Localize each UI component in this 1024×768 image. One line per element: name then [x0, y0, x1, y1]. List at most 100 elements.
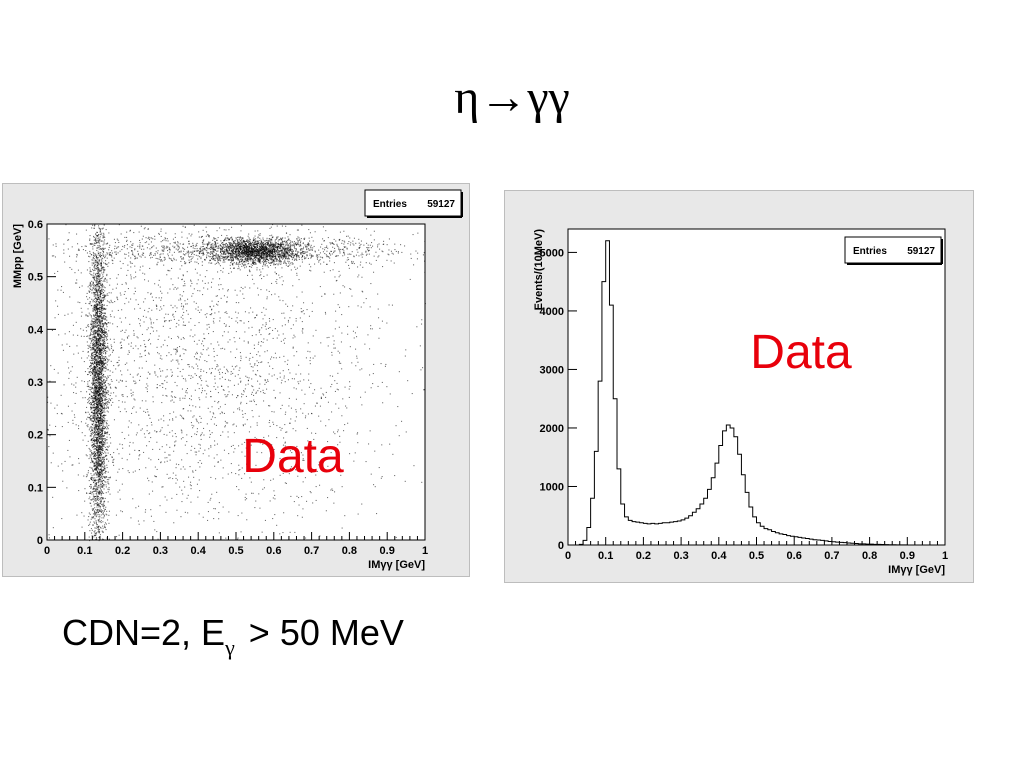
scatter-point	[90, 486, 92, 488]
scatter-point	[97, 280, 99, 282]
scatter-point	[264, 260, 266, 262]
scatter-point	[273, 264, 275, 266]
scatter-point	[217, 301, 219, 303]
scatter-point	[270, 240, 272, 242]
scatter-point	[351, 262, 353, 264]
scatter-point	[105, 396, 107, 398]
scatter-point	[94, 318, 96, 320]
scatter-point	[303, 302, 305, 304]
scatter-point	[172, 314, 174, 316]
scatter-point	[121, 249, 123, 251]
scatter-point	[66, 487, 68, 489]
scatter-point	[298, 258, 300, 260]
scatter-point	[280, 248, 282, 250]
scatter-point	[116, 296, 118, 298]
scatter-point	[112, 323, 114, 325]
scatter-point	[269, 365, 271, 367]
scatter-point	[266, 296, 268, 298]
scatter-point	[385, 363, 387, 365]
scatter-point	[99, 470, 101, 472]
scatter-point	[366, 253, 368, 255]
scatter-point	[212, 251, 214, 253]
scatter-point	[323, 240, 325, 242]
scatter-point	[230, 271, 232, 273]
scatter-point	[182, 397, 184, 399]
scatter-point	[291, 263, 293, 265]
scatter-point	[338, 270, 340, 272]
scatter-point	[303, 313, 305, 315]
scatter-point	[139, 239, 141, 241]
scatter-point	[98, 259, 100, 261]
scatter-point	[100, 362, 102, 364]
scatter-point	[160, 355, 162, 357]
scatter-point	[224, 246, 226, 248]
scatter-point	[268, 422, 270, 424]
scatter-point	[98, 239, 100, 241]
scatter-point	[227, 371, 229, 373]
scatter-point	[99, 364, 101, 366]
scatter-point	[101, 317, 103, 319]
scatter-point	[270, 258, 272, 260]
scatter-point	[234, 341, 236, 343]
scatter-point	[238, 464, 240, 466]
scatter-point	[175, 467, 177, 469]
scatter-point	[99, 273, 101, 275]
scatter-point	[348, 259, 350, 261]
scatter-point	[153, 254, 155, 256]
scatter-point	[326, 255, 328, 257]
scatter-point	[110, 292, 112, 294]
scatter-point	[292, 305, 294, 307]
scatter-point	[290, 495, 292, 497]
scatter-point	[159, 286, 161, 288]
scatter-point	[96, 277, 98, 279]
scatter-point	[77, 334, 79, 336]
scatter-point	[222, 247, 224, 249]
scatter-point	[94, 340, 96, 342]
scatter-point	[242, 413, 244, 415]
scatter-point	[109, 375, 111, 377]
scatter-point	[97, 268, 99, 270]
scatter-point	[263, 470, 265, 472]
scatter-point	[106, 275, 108, 277]
scatter-point	[92, 291, 94, 293]
scatter-point	[236, 243, 238, 245]
scatter-point	[349, 253, 351, 255]
scatter-point	[185, 349, 187, 351]
scatter-point	[192, 405, 194, 407]
scatter-point	[283, 247, 285, 249]
scatter-point	[93, 493, 95, 495]
scatter-point	[212, 249, 214, 251]
scatter-point	[109, 399, 111, 401]
scatter-point	[324, 311, 326, 313]
scatter-point	[89, 530, 91, 532]
scatter-point	[102, 244, 104, 246]
scatter-point	[154, 371, 156, 373]
scatter-point	[324, 247, 326, 249]
scatter-point	[200, 252, 202, 254]
scatter-point	[91, 529, 93, 531]
scatter-point	[95, 324, 97, 326]
scatter-point	[368, 249, 370, 251]
scatter-point	[92, 331, 94, 333]
scatter-point	[287, 256, 289, 258]
scatter-point	[298, 457, 300, 459]
scatter-point	[229, 267, 231, 269]
scatter-point	[309, 363, 311, 365]
scatter-point	[159, 385, 161, 387]
scatter-point	[205, 396, 207, 398]
scatter-point	[88, 480, 90, 482]
scatter-point	[96, 465, 98, 467]
scatter-point	[252, 261, 254, 263]
scatter-point	[96, 351, 98, 353]
scatter-point	[390, 250, 392, 252]
scatter-point	[251, 385, 253, 387]
scatter-point	[263, 264, 265, 266]
scatter-point	[108, 434, 110, 436]
scatter-point	[280, 245, 282, 247]
scatter-point	[285, 256, 287, 258]
scatter-point	[303, 238, 305, 240]
scatter-point	[53, 368, 55, 370]
scatter-point	[231, 254, 233, 256]
scatter-point	[204, 360, 206, 362]
scatter-point	[91, 508, 93, 510]
